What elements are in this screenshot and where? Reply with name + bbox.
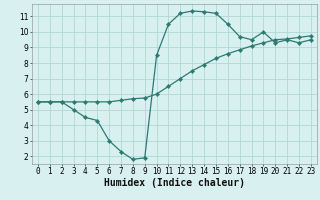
- X-axis label: Humidex (Indice chaleur): Humidex (Indice chaleur): [104, 178, 245, 188]
